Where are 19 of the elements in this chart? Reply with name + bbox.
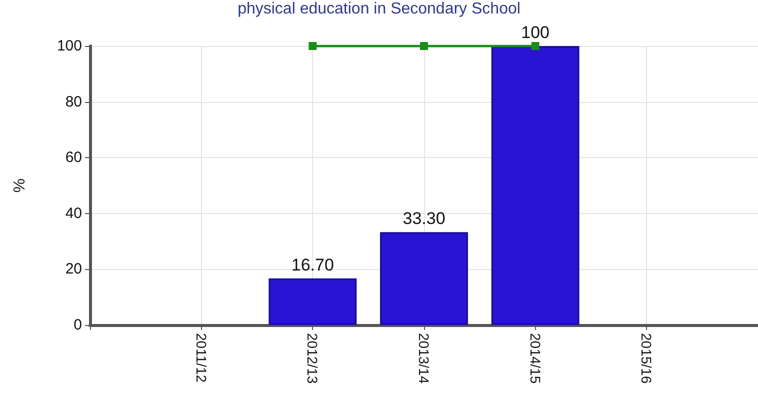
y-tick-label: 80 xyxy=(65,93,82,110)
y-tick-label: 20 xyxy=(65,260,82,278)
x-tick-label: 2015/16 xyxy=(638,333,655,384)
data-label: 33.30 xyxy=(402,209,446,228)
x-tick-label: 2014/15 xyxy=(527,333,544,384)
bar xyxy=(268,278,357,325)
x-tick-label: 2011/12 xyxy=(193,333,210,383)
y-axis-title: % xyxy=(12,178,28,193)
data-label: 16.70 xyxy=(291,255,334,274)
y-tick-label: 40 xyxy=(65,204,82,222)
x-tick-label: 2012/13 xyxy=(304,333,321,384)
bar xyxy=(380,232,468,325)
y-tick-label: 60 xyxy=(65,149,82,166)
data-label: 100 xyxy=(521,23,550,42)
y-tick-label: 0 xyxy=(74,316,82,334)
chart-title: physical education in Secondary School xyxy=(238,0,520,18)
x-tick-label: 2013/14 xyxy=(416,333,432,384)
y-tick-label: 100 xyxy=(56,38,82,54)
bar xyxy=(491,46,580,325)
